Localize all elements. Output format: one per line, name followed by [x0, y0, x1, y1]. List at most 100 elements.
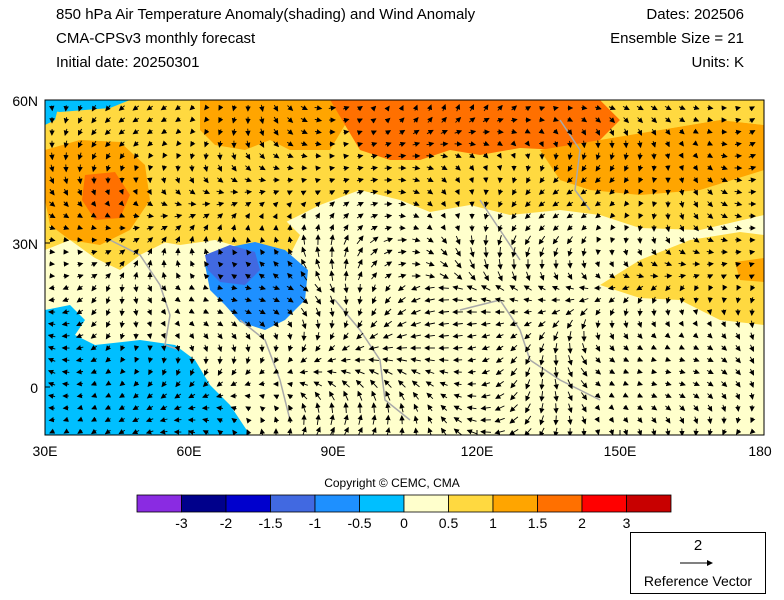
wind-vector — [132, 237, 140, 243]
wind-vector — [160, 332, 166, 339]
wind-vector — [105, 250, 112, 256]
wind-vector — [735, 332, 741, 340]
wind-vector — [566, 177, 573, 184]
wind-vector — [567, 319, 573, 329]
wind-vector — [498, 201, 504, 208]
wind-vector — [679, 224, 685, 232]
wind-vector — [567, 260, 573, 269]
wind-vector — [188, 333, 195, 340]
wind-vector — [329, 212, 335, 219]
wind-vector — [650, 140, 657, 148]
wind-vector — [230, 224, 237, 231]
wind-vector — [384, 261, 393, 267]
wind-vector — [105, 345, 112, 351]
wind-vector — [300, 140, 308, 147]
wind-vector — [259, 140, 265, 148]
wind-vector — [609, 332, 615, 340]
wind-vector — [217, 140, 223, 148]
wind-vector — [424, 309, 435, 315]
wind-vector — [497, 246, 503, 258]
wind-vector — [424, 297, 435, 303]
wind-vector — [273, 128, 279, 136]
wind-vector — [105, 296, 111, 305]
wind-vector — [274, 248, 280, 255]
wind-vector — [693, 200, 699, 208]
wind-vector — [425, 273, 436, 279]
wind-vector — [525, 106, 532, 112]
wind-vector — [146, 116, 153, 123]
title-line-3: Initial date: 20250301 — [56, 54, 200, 71]
wind-vector — [133, 271, 139, 280]
wind-vector — [566, 236, 573, 245]
wind-vector — [357, 224, 364, 231]
wind-vector — [553, 403, 559, 414]
wind-vector — [523, 297, 532, 303]
wind-vector — [104, 189, 110, 196]
wind-vector — [329, 332, 335, 341]
wind-vector — [552, 236, 560, 245]
wind-vector — [175, 236, 180, 244]
wind-vector — [651, 296, 657, 304]
wind-vector — [119, 284, 125, 293]
wind-vector — [567, 225, 573, 231]
units-label: Units: K — [691, 54, 744, 71]
wind-vector — [440, 260, 449, 268]
wind-vector — [565, 285, 574, 291]
wind-vector — [188, 213, 197, 219]
wind-vector — [147, 284, 152, 292]
wind-vector — [637, 225, 644, 232]
wind-vector — [692, 320, 698, 327]
wind-vector — [567, 140, 573, 148]
wind-vector — [595, 212, 602, 219]
wind-vector — [411, 285, 421, 291]
wind-vector — [678, 273, 687, 279]
wind-vector — [63, 188, 69, 196]
wind-vector — [63, 140, 69, 149]
wind-vector — [300, 129, 308, 134]
wind-vector — [133, 259, 139, 268]
wind-vector — [398, 177, 407, 183]
wind-vector — [272, 309, 280, 315]
wind-vector — [748, 189, 757, 195]
wind-vector — [650, 285, 657, 291]
wind-vector — [581, 236, 587, 245]
wind-vector — [609, 188, 615, 195]
wind-vector — [483, 213, 490, 220]
wind-vector — [204, 104, 210, 111]
wind-vector — [440, 189, 447, 195]
wind-vector — [189, 153, 196, 160]
wind-vector — [638, 177, 644, 184]
wind-vector — [748, 165, 757, 171]
wind-vector — [524, 332, 532, 340]
wind-vector — [553, 105, 559, 112]
wind-vector — [440, 212, 446, 219]
wind-vector — [652, 201, 658, 208]
wind-vector — [539, 177, 545, 184]
wind-vector — [258, 273, 265, 280]
wind-vector — [720, 225, 728, 231]
wind-vector — [537, 297, 546, 303]
wind-vector — [49, 224, 56, 231]
wind-vector — [483, 235, 489, 246]
wind-vector — [133, 321, 139, 328]
wind-vector — [357, 296, 363, 305]
wind-vector — [343, 212, 350, 219]
wind-vector — [48, 285, 55, 291]
wind-vector — [383, 237, 394, 243]
wind-vector — [637, 261, 644, 267]
wind-vector — [678, 152, 684, 159]
wind-vector — [483, 201, 490, 208]
wind-vector — [343, 295, 349, 305]
wind-vector — [413, 200, 420, 206]
wind-vector — [315, 307, 321, 317]
wind-vector — [441, 104, 447, 112]
wind-vector — [638, 200, 644, 207]
wind-vector — [455, 103, 461, 112]
copyright-text: Copyright © CEMC, CMA — [324, 476, 460, 490]
wind-vector — [441, 177, 447, 183]
map-plot-area — [45, 100, 764, 435]
wind-vector — [174, 296, 181, 303]
wind-vector — [551, 285, 560, 291]
title-line-1: 850 hPa Air Temperature Anomaly(shading)… — [56, 6, 476, 23]
wind-vector — [343, 141, 349, 148]
